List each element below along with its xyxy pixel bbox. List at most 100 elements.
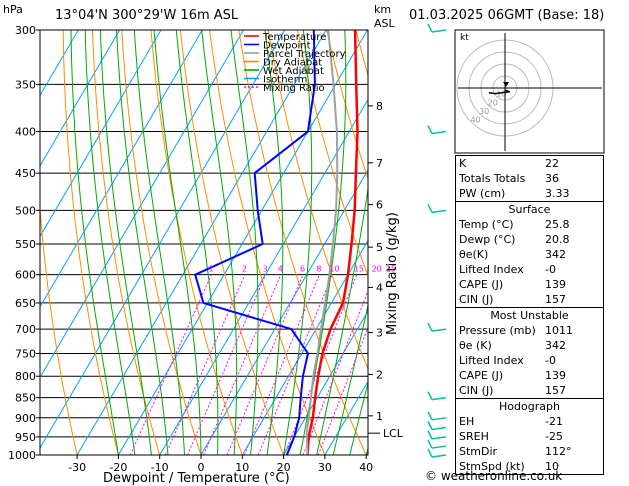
km-axis: 8 7 6 5 4 3 2 1	[368, 100, 383, 434]
hodograph-kt-label: kt	[460, 33, 469, 43]
hodograph-ring-label: 20	[488, 98, 498, 107]
wind-barb-staff	[427, 430, 433, 440]
wind-barb-flag	[431, 445, 447, 449]
pressure-tick-label: 350	[15, 78, 36, 91]
pressure-tick-label: 700	[15, 323, 36, 336]
km-tick-label: 6	[376, 199, 383, 212]
index-row: PW (cm) 3.33	[459, 187, 570, 200]
lcl-label: LCL	[383, 427, 404, 440]
mixing-ratio-line	[203, 274, 282, 455]
km-tick-label: 8	[376, 100, 383, 113]
wind-barb-staff	[427, 439, 433, 449]
temperature-tick-label: 30	[318, 461, 332, 474]
pressure-tick-label: 1000	[8, 449, 36, 462]
wind-barb-staff	[427, 125, 433, 134]
dry-adiabat-line	[179, 30, 285, 455]
pressure-axis: 300 350 400 450 500 550 600 650 700 750 800 850 900 9…	[8, 24, 40, 462]
pressure-tick-label: 750	[15, 347, 36, 360]
hodo-row: StmSpd (kt) 10	[459, 460, 559, 473]
pressure-tick-label: 800	[15, 370, 36, 383]
isotherm-line	[241, 239, 368, 455]
mixing-ratio-labels: 1 2 3 4 6 8 10 15 20 25	[208, 265, 395, 274]
wind-barb-staff	[427, 203, 433, 213]
temperature-tick-label: 10	[235, 461, 249, 474]
asl-label: ASL	[374, 17, 396, 30]
surface-row: θe(K) 342	[459, 248, 566, 261]
wind-barb-flag	[431, 29, 447, 33]
dry-adiabat-line	[121, 30, 202, 455]
pressure-tick-label: 500	[15, 204, 36, 217]
hodograph-table-box: Hodograph EH -21 SREH -25 StmDir 112° StmSp…	[455, 399, 604, 475]
isotherm-line	[76, 30, 327, 455]
hodograph-ring-label: 30	[479, 107, 489, 116]
mixing-ratio-tick-label: 2	[242, 265, 247, 274]
mixing-ratio-tick-label: 8	[316, 265, 321, 274]
hodo-row: SREH -25	[459, 430, 563, 443]
mixing-ratio-line	[129, 274, 212, 455]
plot-frame	[39, 29, 369, 456]
dry-adiabat-line	[91, 30, 161, 455]
location-title: 13°04'N 300°29'W 16m ASL	[55, 8, 239, 23]
isotherm-line	[40, 30, 244, 379]
mu-row: Lifted Index -0	[459, 354, 556, 367]
index-row: K 22	[459, 157, 559, 170]
mixing-ratio-tick-label: 20	[372, 265, 382, 274]
temperature-tick-label: 20	[277, 461, 291, 474]
mixing-ratio-line	[243, 274, 320, 455]
most-unstable-box: Most Unstable Pressure (mb) 1011 θe (K) 34…	[455, 308, 604, 399]
km-tick-label: 5	[376, 241, 383, 254]
mixing-ratio-line	[186, 274, 267, 455]
sounding-lines	[194, 30, 359, 455]
legend-entry: Isotherm	[263, 75, 307, 86]
km-tick-label: 1	[376, 410, 383, 423]
x-axis-label: Dewpoint / Temperature (°C)	[103, 471, 290, 486]
hodograph-trace	[488, 89, 511, 95]
km-tick-label: 3	[376, 327, 383, 340]
mixing-ratio-tick-label: 10	[329, 265, 339, 274]
footer-credit[interactable]: © weatheronline.co.uk	[425, 469, 563, 483]
wet-adiabat-line	[133, 30, 185, 455]
temperature-axis: -30 -20 -10 0 10 20 30 40	[68, 455, 373, 474]
wind-barb-flag	[431, 454, 447, 458]
isotherm-line	[200, 169, 368, 455]
wind-barbs	[427, 23, 447, 458]
hodograph-frame	[454, 29, 605, 154]
wet-adiabat-line	[84, 30, 136, 455]
mixing-ratio-tick-label: 3	[263, 265, 268, 274]
wet-adiabat-line	[299, 30, 347, 455]
pressure-tick-label: 950	[15, 431, 36, 444]
pressure-tick-label: 600	[15, 269, 36, 282]
mixing-ratio-line	[302, 289, 368, 455]
temperature-tick-label: 40	[359, 461, 373, 474]
isotherm-line	[324, 380, 368, 455]
wet-adiabat-line	[349, 381, 368, 455]
mixing-ratio-line	[226, 274, 304, 455]
mixing-ratio-line	[165, 274, 246, 455]
wind-barb-staff	[427, 23, 433, 33]
surface-row: Dewp (°C) 20.8	[459, 233, 570, 246]
dry-adiabat-line	[150, 30, 243, 455]
legend-entry: Parcel Trajectory	[263, 49, 346, 60]
legend-entry: Dry Adiabat	[263, 58, 322, 69]
km-label: km	[374, 3, 391, 16]
wind-barb-staff	[427, 421, 433, 430]
mu-row: θe (K) 342	[459, 339, 566, 352]
km-tick-label: 7	[376, 157, 383, 170]
legend-entry: Mixing Ratio	[263, 83, 325, 94]
surface-title: Surface	[508, 203, 551, 216]
wet-adiabat-line	[201, 30, 238, 455]
wind-barb-flag	[431, 130, 447, 135]
wet-adiabat-line	[175, 30, 219, 455]
surface-row: Temp (°C) 25.8	[459, 218, 570, 231]
wind-barb-staff	[427, 391, 433, 400]
isotherm-line	[283, 309, 368, 455]
dry-adiabat-line	[296, 30, 368, 278]
wet-adiabat-line	[264, 30, 284, 455]
hpa-label: hPa	[3, 3, 23, 16]
dry-adiabat-line	[62, 30, 119, 455]
hodo-row: EH -21	[459, 415, 563, 428]
isotherm-line	[40, 30, 121, 167]
mu-row: Pressure (mb) 1011	[459, 324, 573, 337]
mixing-ratio-tick-label: 1	[208, 265, 213, 274]
